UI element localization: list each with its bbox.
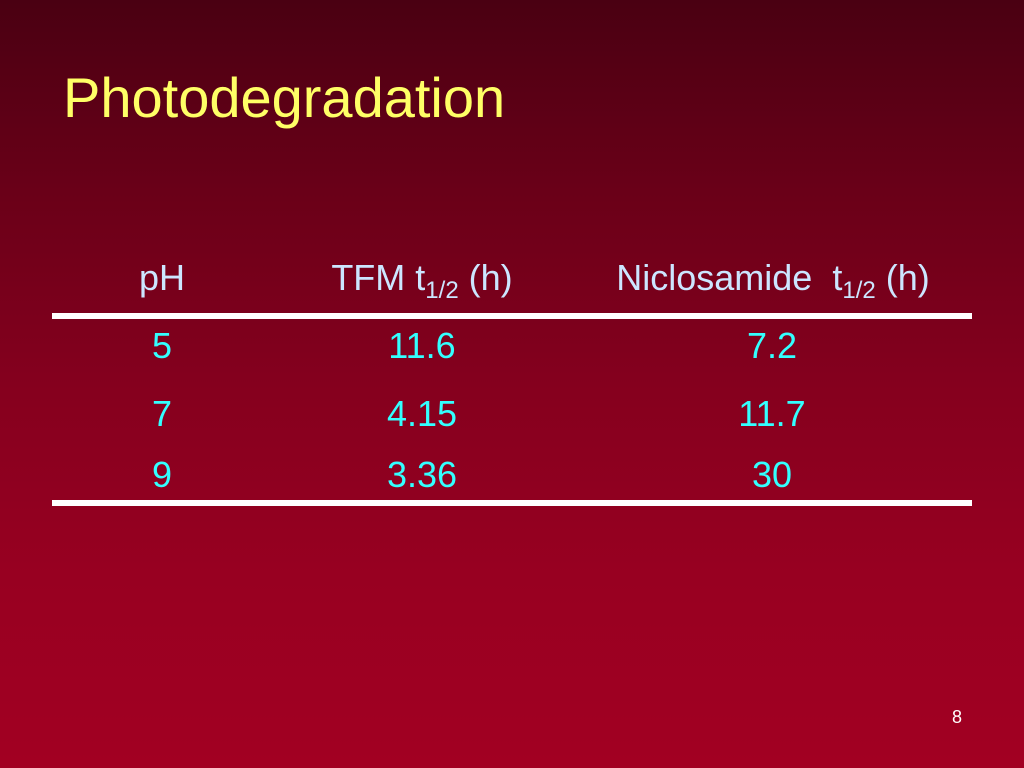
subscript: 1/2 <box>425 277 459 304</box>
header-unit: (h) <box>458 257 513 298</box>
table-top-rule <box>52 313 972 319</box>
column-header-niclosamide-half-life: Niclosamide t1/2 (h) <box>578 256 968 303</box>
page-number: 8 <box>951 707 962 727</box>
table-cell-niclosamide: 30 <box>751 454 793 495</box>
table-bottom-rule <box>52 500 972 506</box>
table-cell-tfm: 3.36 <box>386 454 458 495</box>
table-cell-ph: 9 <box>151 454 173 495</box>
table-cell-ph: 5 <box>151 325 173 366</box>
header-text: Niclosamide t <box>616 257 843 298</box>
table-cell-ph: 7 <box>151 393 173 434</box>
slide-title: Photodegradation <box>63 66 506 129</box>
table-cell-tfm: 11.6 <box>388 325 456 366</box>
subscript: 1/2 <box>842 277 876 304</box>
column-header-tfm-half-life: TFM t1/2 (h) <box>272 256 572 303</box>
header-unit: (h) <box>875 257 930 298</box>
table-cell-niclosamide: 7.2 <box>746 325 798 366</box>
header-text: TFM t <box>331 257 426 298</box>
table-cell-tfm: 4.15 <box>386 393 458 434</box>
table-cell-niclosamide: 11.7 <box>738 393 806 434</box>
column-header-ph: pH <box>138 257 186 298</box>
